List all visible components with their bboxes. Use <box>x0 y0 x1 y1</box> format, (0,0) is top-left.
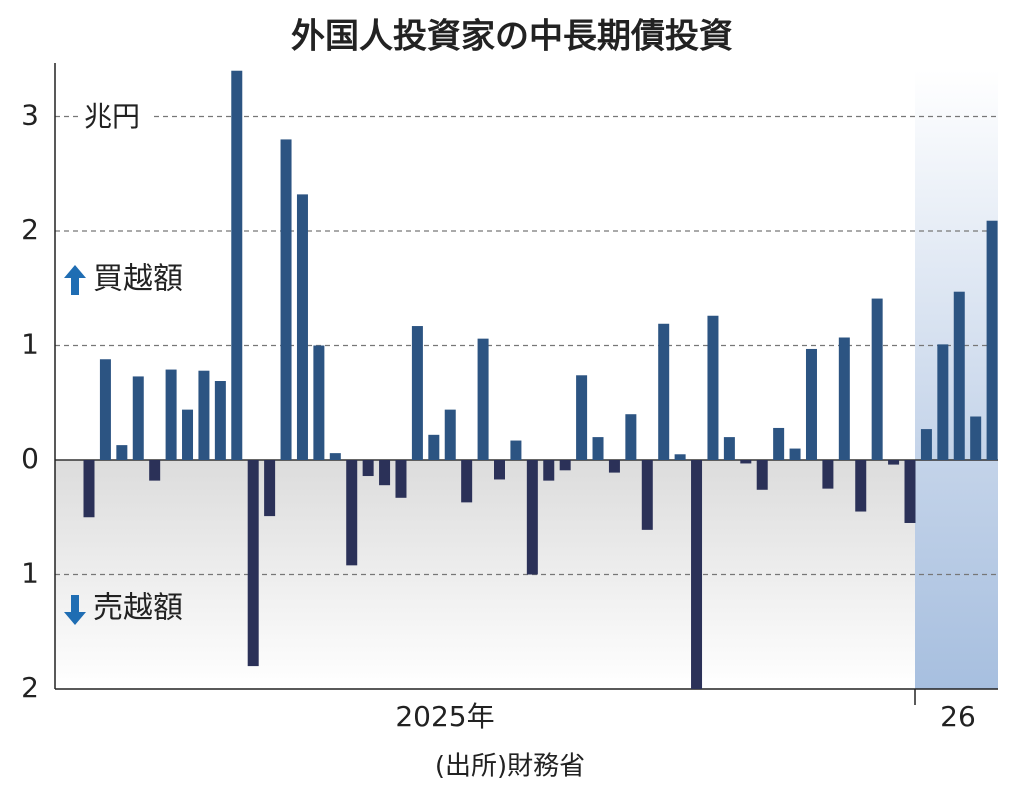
bar <box>838 337 850 461</box>
bar <box>362 460 374 477</box>
bar <box>214 381 226 461</box>
bar <box>296 194 308 461</box>
bar <box>280 139 292 461</box>
period-label: 2025年 <box>395 700 494 733</box>
source: (出所)財務省 <box>435 752 585 782</box>
bar <box>855 460 867 512</box>
y-tick-label: 3 <box>21 99 39 132</box>
bar <box>444 409 456 461</box>
bar <box>395 460 407 498</box>
bar <box>559 460 571 471</box>
bar <box>526 460 538 575</box>
bar <box>937 344 949 461</box>
bar <box>510 440 522 461</box>
bar <box>346 460 358 566</box>
period-label: 26 <box>940 700 976 733</box>
bar <box>182 409 194 461</box>
unit-bg <box>78 100 150 134</box>
bar <box>83 460 95 518</box>
bar <box>658 323 670 461</box>
bar <box>313 345 325 461</box>
down-arrow <box>64 595 86 625</box>
bar <box>641 460 653 530</box>
up-arrow <box>64 265 86 295</box>
bar <box>970 416 982 461</box>
bar <box>625 414 637 461</box>
bar <box>428 434 440 461</box>
bar <box>477 338 489 461</box>
y-tick-label: 2 <box>21 671 39 704</box>
bar <box>132 376 144 461</box>
unit-label: 兆円 <box>84 100 140 133</box>
bar <box>756 460 768 490</box>
bar <box>822 460 834 489</box>
bar <box>986 220 998 461</box>
bar <box>674 454 686 461</box>
bar <box>198 370 210 461</box>
y-tick-label: 0 <box>21 442 39 475</box>
bar <box>773 427 785 461</box>
bar <box>707 315 719 461</box>
chart-title: 外国人投資家の中長期債投資 <box>291 17 733 57</box>
bar <box>576 375 588 461</box>
y-tick-label: 2 <box>21 213 39 246</box>
bar <box>723 437 735 461</box>
bar <box>789 448 801 461</box>
bar <box>149 460 161 481</box>
bar <box>231 70 243 461</box>
bar <box>116 445 128 461</box>
bar <box>411 326 423 461</box>
bar <box>740 460 752 464</box>
bar <box>953 291 965 461</box>
bar <box>329 453 341 461</box>
y-tick-label: 1 <box>21 557 39 590</box>
bar <box>871 298 883 461</box>
bar <box>99 359 111 461</box>
bar <box>247 460 259 667</box>
bar <box>805 348 817 461</box>
sell-label: 売越額 <box>93 591 183 626</box>
bar <box>494 460 505 480</box>
bar <box>920 429 932 461</box>
bar <box>543 460 555 481</box>
bar <box>608 460 620 473</box>
buy-label: 買越額 <box>93 262 183 297</box>
y-tick-label: 1 <box>21 328 39 361</box>
bar <box>592 437 604 461</box>
bar <box>461 460 473 503</box>
bar <box>888 460 900 465</box>
bar <box>165 369 177 461</box>
bar <box>264 460 276 517</box>
bar <box>379 460 391 486</box>
bar <box>691 460 703 689</box>
bar <box>904 460 916 523</box>
